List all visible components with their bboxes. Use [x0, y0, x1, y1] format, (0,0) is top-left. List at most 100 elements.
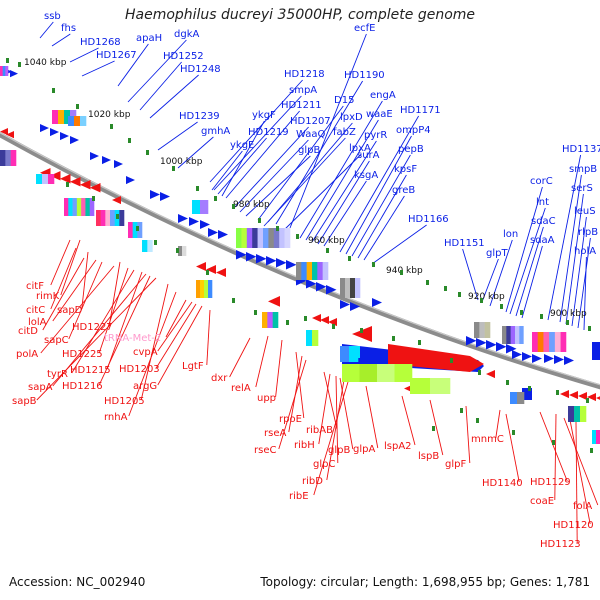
gene-label-glpb: glpB: [328, 445, 350, 456]
leader-sapb: [36, 277, 157, 401]
category-stripe: [252, 228, 258, 248]
gene-label-citc: citC: [26, 305, 45, 316]
forward-gene-arrow: [236, 250, 247, 260]
gene-label-hd1123: HD1123: [540, 539, 581, 550]
scale-mark: [326, 248, 329, 253]
reverse-gene-arrow: [80, 180, 91, 190]
forward-gene-arrow: [102, 156, 111, 165]
gene-label-sapa: sapA: [28, 382, 53, 393]
gene-label-lnt: lnt: [536, 197, 549, 208]
scale-mark: [196, 186, 199, 191]
category-stripe: [340, 346, 350, 362]
reverse-gene-arrow: [312, 314, 321, 323]
functional-category-block: [342, 364, 413, 382]
scale-mark: [588, 326, 591, 331]
category-stripe: [296, 262, 302, 280]
gene-label-ecfe: ecfE: [354, 23, 376, 34]
category-stripe: [152, 240, 159, 252]
category-stripe: [519, 326, 524, 344]
gene-label-rsea: rseA: [264, 428, 286, 439]
leader-d15: [257, 105, 344, 221]
scale-mark: [254, 310, 257, 315]
leader-ompp4: [345, 135, 412, 255]
leader-hd1252: [139, 61, 182, 111]
gene-label-sdaa: sdaA: [530, 235, 555, 246]
gene-label-mnmc: mnmC: [471, 434, 504, 445]
functional-category-block: [306, 330, 319, 346]
reverse-gene-arrow: [206, 265, 216, 274]
gene-label-lon: lon: [503, 229, 518, 240]
leader-trna-met-2: [165, 299, 187, 338]
forward-gene-arrow: [486, 340, 497, 350]
scale-mark: [528, 386, 531, 391]
scale-mark: [426, 280, 429, 285]
leader-pyrr: [311, 140, 377, 243]
leader-hd1205: [140, 283, 169, 401]
category-stripe: [592, 430, 597, 444]
kbp-scale-ticks: 1040 kbp 1020 kbp 1000 kbp 980 kbp 960 kbp 94…: [6, 58, 593, 453]
gene-label-hd1190: HD1190: [344, 70, 385, 81]
gene-label-hd1120: HD1120: [553, 520, 594, 531]
gene-label-hd1248: HD1248: [180, 64, 221, 75]
leader-hd1166: [371, 224, 427, 265]
leader-gmha: [177, 136, 214, 169]
category-stripe: [10, 150, 17, 166]
category-stripe: [430, 378, 451, 394]
reverse-gene-arrow: [268, 296, 280, 307]
forward-gene-arrow: [256, 254, 267, 264]
gene-label-glpa: glpA: [353, 444, 375, 455]
gene-label-enga: engA: [370, 90, 396, 101]
reverse-gene-arrow: [60, 174, 71, 184]
category-stripe: [192, 200, 201, 214]
leader-ribe: [313, 381, 349, 496]
gene-label-waaq: WaaQ: [296, 129, 326, 140]
scale-mark: [332, 324, 335, 329]
scale-mark: [556, 390, 559, 395]
category-stripe: [322, 262, 329, 280]
scale-mark: [586, 398, 589, 403]
scale-mark: [232, 204, 235, 209]
category-stripe: [119, 210, 125, 226]
gene-label-argg: argG: [133, 381, 157, 392]
category-stripe: [58, 110, 65, 124]
reverse-gene-arrow: [90, 183, 101, 193]
category-stripe: [89, 198, 95, 216]
category-stripe: [355, 278, 361, 298]
scale-mark: [360, 328, 363, 333]
leader-hd1219: [217, 137, 267, 195]
gene-label-hd1225: HD1225: [62, 349, 103, 360]
gene-label-leus: leuS: [574, 206, 596, 217]
category-stripe: [537, 332, 544, 352]
category-stripe: [110, 210, 115, 226]
category-stripe: [510, 326, 516, 344]
leader-ribh: [318, 373, 331, 445]
leader-fabz: [263, 137, 346, 227]
forward-gene-arrow: [564, 356, 574, 365]
scale-mark: [348, 256, 351, 261]
category-stripe: [394, 364, 413, 382]
functional-category-block: [340, 278, 361, 298]
gene-label-hd1140: HD1140: [482, 478, 523, 489]
functional-category-block: [64, 198, 95, 216]
gene-label-smpb: smpB: [569, 164, 597, 175]
scale-mark: [116, 214, 119, 219]
category-stripe: [549, 332, 556, 352]
leader-hd1225: [98, 267, 129, 354]
forward-gene-arrow: [60, 132, 69, 141]
category-stripe: [257, 228, 264, 248]
leader-rnha: [128, 291, 177, 417]
functional-category-block: [532, 332, 573, 352]
gene-label-pyrr: pyrR: [364, 130, 387, 141]
reverse-gene-arrow: [596, 396, 600, 400]
gene-label-lpxa: lpxA: [349, 143, 371, 154]
functional-category-block: [236, 228, 291, 248]
leader-pepb: [351, 154, 411, 257]
category-stripe: [272, 312, 279, 328]
scale-mark: [444, 286, 447, 291]
scale-mark: [478, 370, 481, 375]
leader-hd1171: [339, 115, 419, 253]
gene-label-hd1166: HD1166: [408, 214, 449, 225]
gene-label-hd1267: HD1267: [96, 50, 137, 61]
category-stripe: [349, 346, 359, 362]
